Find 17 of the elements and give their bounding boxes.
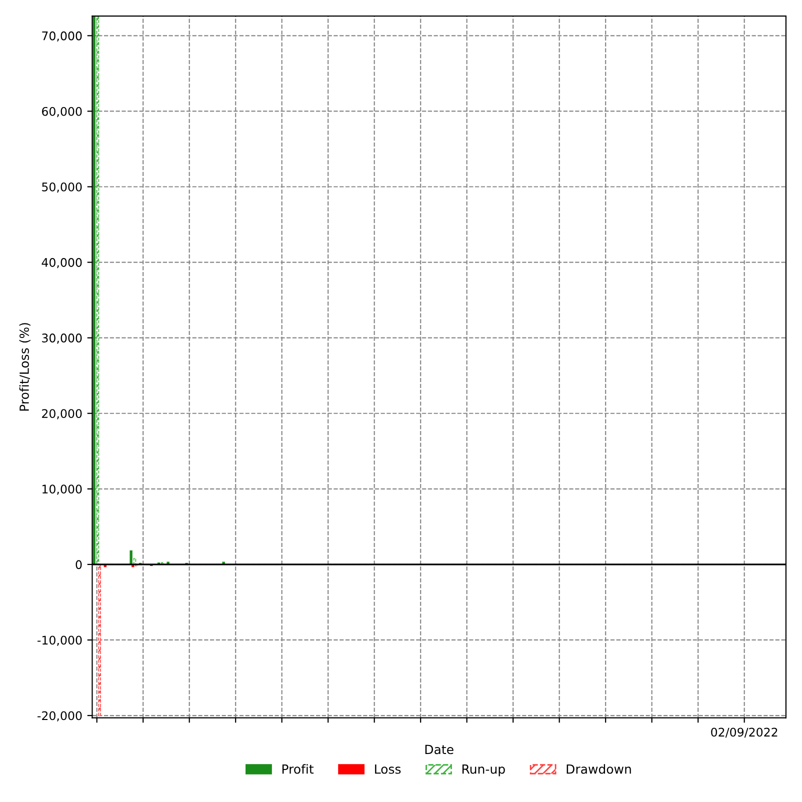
legend-label: Loss	[375, 764, 401, 774]
x-tick-label: 02/09/2022	[711, 728, 778, 738]
y-tick-label: 0	[76, 560, 82, 570]
y-tick-label: 50,000	[42, 182, 82, 193]
y-tick-label: 10,000	[42, 484, 82, 495]
y-tick-label: 60,000	[42, 106, 82, 118]
y-axis-title: Profit/Loss (%)	[19, 323, 30, 411]
legend-label: Drawdown	[566, 764, 631, 774]
y-tick-label: 40,000	[42, 258, 82, 268]
y-tick-label: 30,000	[42, 334, 82, 344]
x-axis-title: Date	[425, 744, 454, 754]
legend-label: Profit	[282, 764, 314, 774]
y-tick-label: -10,000	[38, 636, 82, 646]
y-tick-label: 20,000	[42, 409, 82, 420]
y-tick-label: 70,000	[42, 31, 82, 42]
y-tick-label: -20,000	[38, 711, 82, 722]
legend-label: Run-up	[462, 764, 505, 776]
